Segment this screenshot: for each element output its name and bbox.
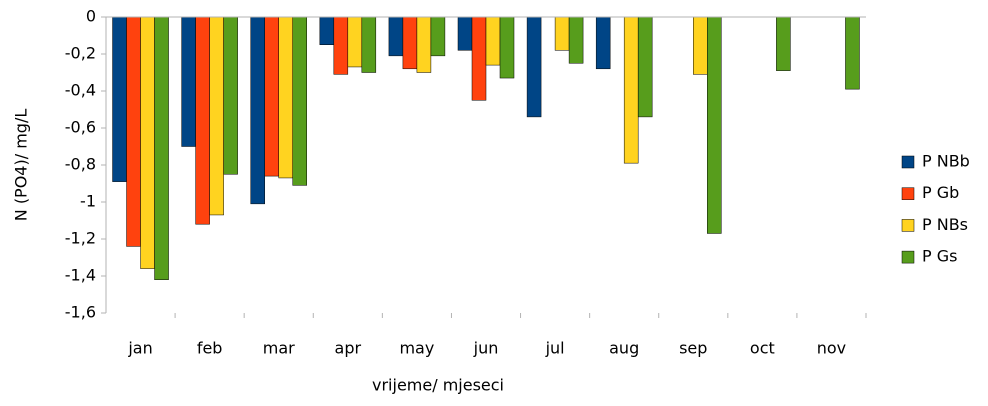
bar	[526, 16, 542, 118]
bar	[250, 16, 265, 205]
bar	[485, 16, 501, 66]
legend-swatch	[901, 219, 915, 232]
legend-swatch	[901, 250, 915, 264]
y-tick-label: -0,6	[65, 118, 96, 137]
bar	[347, 16, 363, 68]
y-tick-label: -0,2	[65, 44, 96, 63]
bar	[181, 16, 196, 147]
y-axis-label: N (PO4)/ mg/L	[12, 109, 31, 222]
y-tick-label: -0,4	[65, 81, 96, 100]
bar	[209, 16, 224, 216]
x-tick-label: sep	[679, 339, 707, 358]
bar	[416, 16, 432, 73]
legend-swatch	[901, 187, 915, 200]
x-axis-label: vrijeme/ mjeseci	[372, 376, 504, 395]
bar	[637, 16, 653, 118]
bar	[707, 16, 722, 234]
bar	[292, 16, 307, 186]
bar	[623, 16, 639, 164]
bar	[126, 16, 141, 247]
x-tick-label: nov	[817, 339, 846, 358]
bar	[457, 16, 473, 51]
bar	[568, 16, 584, 64]
x-tick-label: jan	[127, 339, 152, 358]
bar	[319, 16, 335, 45]
legend-label: P NBb	[922, 152, 970, 171]
y-tick-label: -1	[80, 192, 96, 211]
y-tick-label: -0,8	[65, 155, 96, 174]
bar	[471, 16, 487, 101]
bar	[845, 16, 860, 90]
x-tick-label: apr	[335, 339, 362, 358]
legend-label: P Gs	[922, 247, 957, 266]
x-tick-label: jul	[545, 339, 565, 358]
bar	[333, 16, 349, 75]
bar	[554, 16, 570, 51]
x-tick-label: feb	[197, 339, 223, 358]
bar	[278, 16, 293, 179]
bar	[776, 16, 791, 71]
bar	[264, 16, 279, 177]
legend-swatch	[901, 155, 915, 169]
bar	[112, 16, 127, 182]
bar	[402, 16, 418, 70]
legend-label: P NBs	[922, 215, 968, 234]
bar	[430, 16, 446, 57]
y-tick-label: 0	[86, 7, 96, 26]
x-tick-label: may	[399, 339, 434, 358]
bar	[499, 16, 515, 79]
y-tick-label: -1,2	[65, 229, 96, 248]
bar	[693, 16, 708, 75]
y-tick-label: -1,6	[65, 303, 96, 322]
x-tick-label: oct	[750, 339, 775, 358]
bar	[595, 16, 611, 70]
x-tick-label: mar	[263, 339, 295, 358]
x-tick-label: jun	[473, 339, 499, 358]
y-tick-label: -1,4	[65, 266, 96, 285]
bar	[361, 16, 377, 73]
bar	[223, 16, 238, 175]
bar	[154, 16, 169, 280]
legend-label: P Gb	[922, 183, 959, 202]
bar	[388, 16, 404, 57]
bar	[140, 16, 155, 269]
bar	[195, 16, 210, 225]
x-tick-label: aug	[609, 339, 639, 358]
